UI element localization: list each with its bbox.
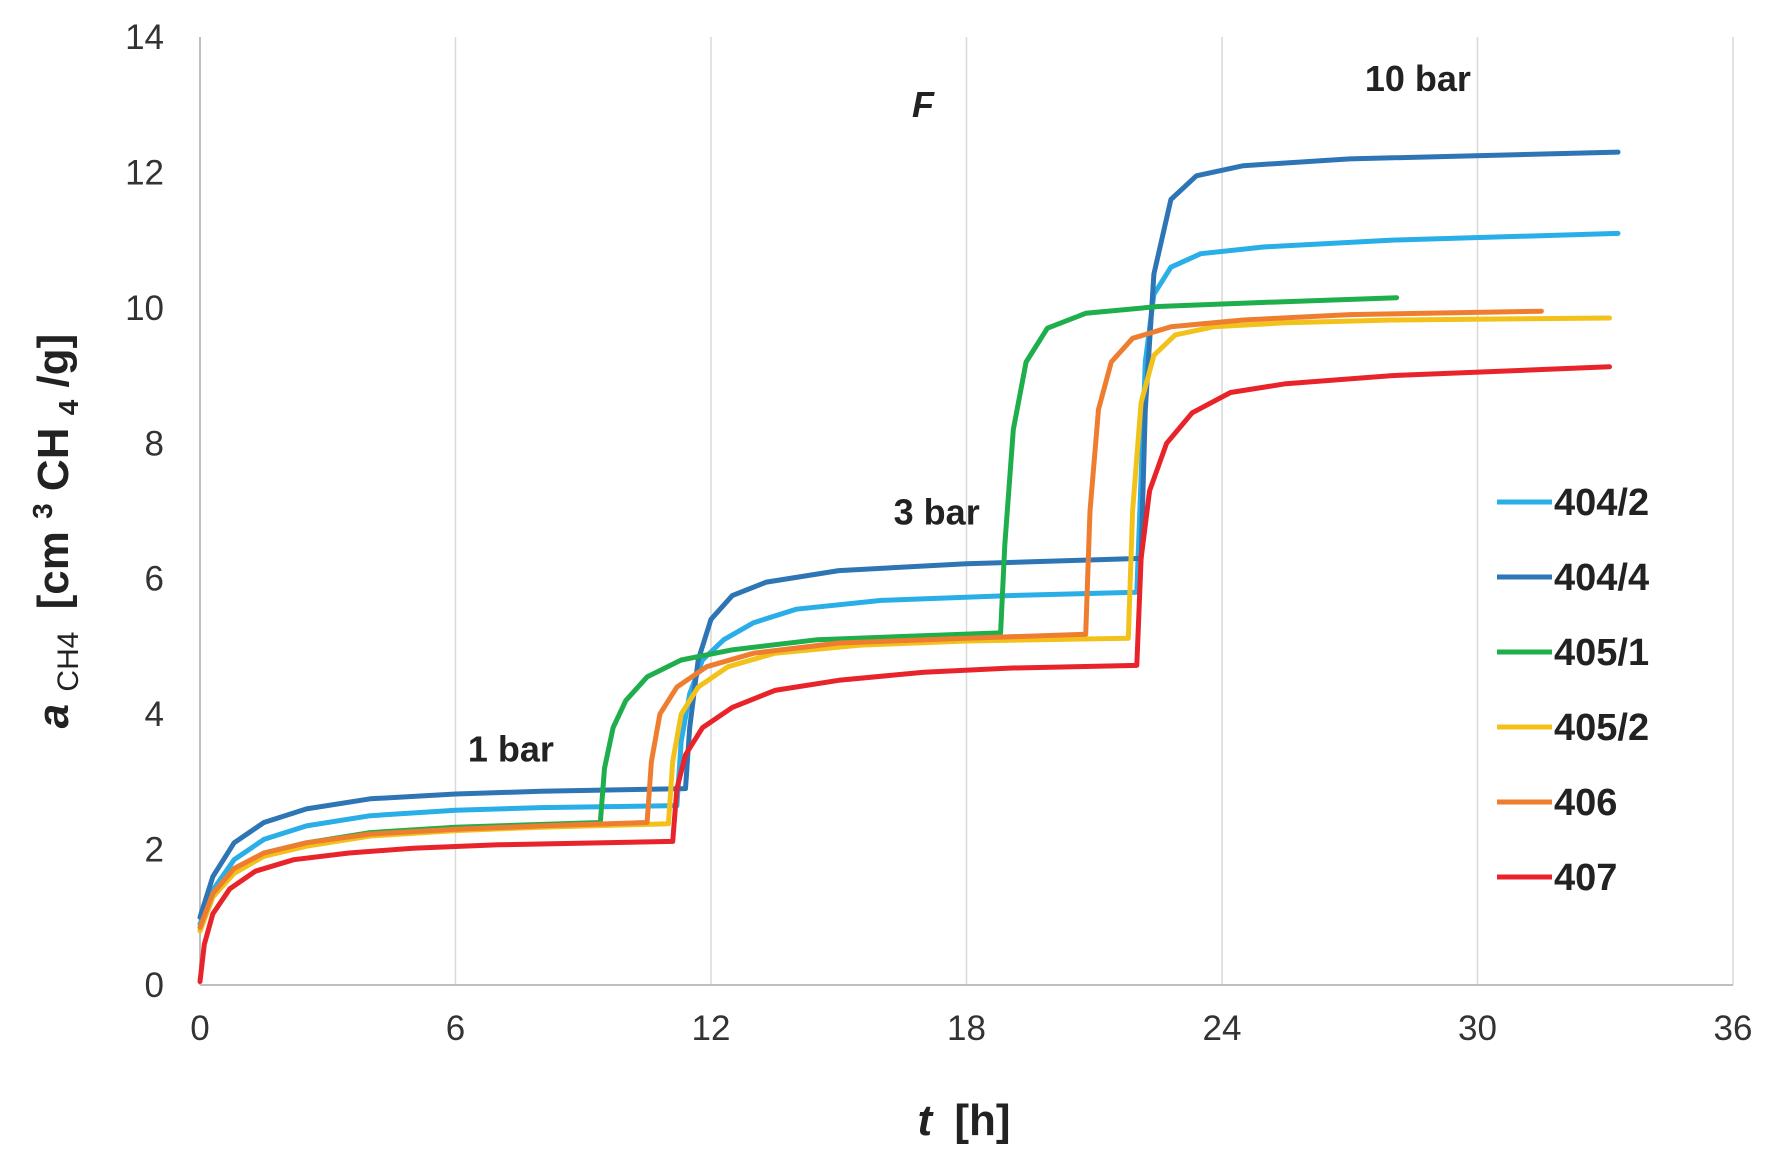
x-tick-label: 24 bbox=[1203, 1009, 1242, 1048]
x-tick-label: 36 bbox=[1714, 1009, 1753, 1048]
legend-label: 405/1 bbox=[1554, 632, 1649, 674]
y-tick-label: 12 bbox=[125, 153, 164, 192]
y-tick-label: 10 bbox=[125, 289, 164, 328]
annotation-label: 1 bar bbox=[468, 729, 554, 770]
legend-label: 406 bbox=[1554, 782, 1617, 824]
x-axis-var: t bbox=[917, 1096, 934, 1145]
y-axis-label: a CH4 [cm 3 CH 4 /g] bbox=[13, 334, 88, 729]
annotation-label: 10 bar bbox=[1365, 58, 1471, 99]
series-line-406 bbox=[197, 308, 1544, 930]
x-axis-label: t [h] bbox=[917, 1096, 1010, 1145]
chart-title: F bbox=[912, 84, 935, 125]
y-tick-label: 6 bbox=[145, 560, 164, 599]
y-axis-var-sub: CH4 bbox=[52, 632, 85, 692]
x-axis-unit: [h] bbox=[954, 1096, 1010, 1145]
legend-label: 407 bbox=[1554, 857, 1617, 899]
y-axis-unit-pre: [cm bbox=[29, 531, 78, 609]
x-tick-label: 30 bbox=[1458, 1009, 1497, 1048]
y-axis-unit-post: /g] bbox=[29, 334, 78, 388]
y-axis-unit-mid: CH bbox=[29, 427, 78, 491]
annotation-label: 3 bar bbox=[894, 492, 980, 533]
x-tick-label: 0 bbox=[190, 1009, 209, 1048]
x-tick-label: 12 bbox=[692, 1009, 731, 1048]
y-axis-unit-sup: 3 bbox=[27, 503, 58, 519]
x-tick-label: 18 bbox=[947, 1009, 986, 1048]
series-line-404-4 bbox=[197, 149, 1621, 920]
y-axis-unit-sub: 4 bbox=[53, 399, 84, 415]
y-axis-var: a bbox=[29, 704, 78, 728]
y-tick-label: 2 bbox=[145, 831, 164, 870]
x-tick-label: 6 bbox=[446, 1009, 465, 1048]
series-lines bbox=[197, 149, 1621, 985]
y-tick-label: 0 bbox=[145, 966, 164, 1005]
series-line-405-2 bbox=[197, 315, 1612, 934]
y-tick-label: 14 bbox=[125, 18, 164, 57]
legend-label: 404/2 bbox=[1554, 482, 1649, 524]
legend: 404/2 404/4 405/1 405/2 406 407 bbox=[1497, 482, 1649, 899]
axes bbox=[199, 37, 1733, 986]
y-tick-label: 4 bbox=[145, 695, 164, 734]
series-line-407 bbox=[197, 364, 1612, 985]
y-tick-label: 8 bbox=[145, 424, 164, 463]
legend-label: 405/2 bbox=[1554, 707, 1649, 749]
annotations: 1 bar 3 bar 10 bar bbox=[468, 58, 1471, 769]
series-line-404-2 bbox=[197, 230, 1621, 927]
legend-label: 404/4 bbox=[1554, 557, 1649, 599]
